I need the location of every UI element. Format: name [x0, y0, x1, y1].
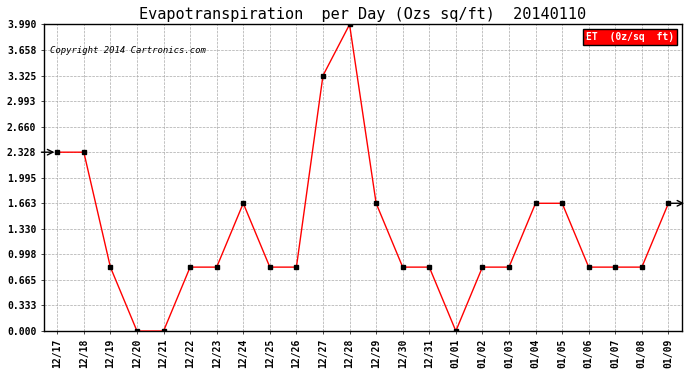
Legend: ET  (0z/sq  ft): ET (0z/sq ft) [583, 29, 677, 45]
Text: Copyright 2014 Cartronics.com: Copyright 2014 Cartronics.com [50, 46, 206, 55]
Title: Evapotranspiration  per Day (Ozs sq/ft)  20140110: Evapotranspiration per Day (Ozs sq/ft) 2… [139, 7, 586, 22]
